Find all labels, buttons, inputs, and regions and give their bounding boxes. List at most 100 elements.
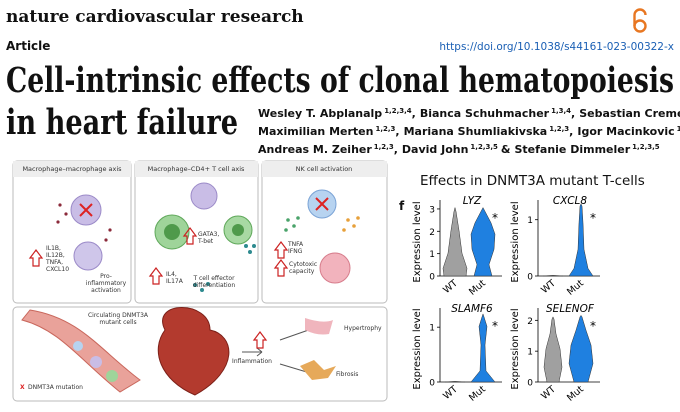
- violin: [470, 313, 496, 383]
- author-affiliation: 1,3,4: [551, 107, 571, 115]
- schematic-label: TNFA: [287, 241, 304, 248]
- violin: [442, 206, 468, 277]
- author-affiliation: 1,2,3: [549, 125, 569, 133]
- author-name: Maximilian Merten: [258, 125, 373, 138]
- author-affiliation: 1,2,3: [374, 143, 394, 151]
- significance-mark: *: [492, 319, 498, 333]
- author-separator: ,: [412, 107, 416, 120]
- panel-title: Macrophage–macrophage axis: [22, 165, 122, 173]
- author-separator: ,: [394, 143, 398, 156]
- violin: [568, 203, 594, 277]
- figure-heading: Effects in DNMT3A mutant T-cells: [420, 173, 645, 189]
- author-affiliation: 1,2,3,4: [384, 107, 412, 115]
- schematic-label: differentiation: [193, 282, 236, 289]
- schematic-label: IL12B,: [46, 252, 65, 259]
- y-axis-label: Expression level: [510, 308, 521, 389]
- schematic-label: IL1B,: [46, 245, 61, 252]
- schematic-label: mutant cells: [99, 319, 136, 326]
- schematic-label: Hypertrophy: [344, 325, 382, 332]
- y-tick-label: 1: [527, 348, 533, 358]
- schematic: [12, 160, 388, 402]
- schematic-label: activation: [91, 287, 121, 294]
- y-tick-label: 1: [429, 324, 435, 334]
- x-tick-label: Mut: [565, 384, 586, 404]
- plot-title: CXCL8: [553, 195, 588, 207]
- schematic-label: TNFA,: [45, 259, 63, 266]
- author-affiliation: 1,2,3: [375, 125, 395, 133]
- author-affiliation: 1: [677, 125, 680, 133]
- plot-title: SELENOF: [546, 303, 595, 315]
- panel-title: Macrophage–CD4+ T cell axis: [148, 165, 245, 173]
- y-tick-label: 0: [429, 379, 435, 389]
- author-separator: ,: [395, 125, 399, 138]
- author-affiliation: 1,2,3,5: [632, 143, 660, 151]
- x-tick-label: Mut: [467, 278, 488, 298]
- author-name: Wesley T. Abplanalp: [258, 107, 382, 120]
- schematic-label: IL17A: [166, 278, 184, 285]
- author-name: Stefanie Dimmeler: [514, 143, 630, 156]
- violin: [543, 316, 563, 383]
- violin: [470, 207, 496, 277]
- y-tick-label: 3: [429, 205, 435, 215]
- x-tick-label: WT: [539, 384, 558, 402]
- schematic-label: capacity: [289, 268, 315, 275]
- panel-label: f: [399, 199, 405, 213]
- cell-illustrations: [21, 182, 360, 396]
- schematic-label: Pro-: [100, 273, 112, 280]
- author-affiliation: 1,2,3,5: [470, 143, 498, 151]
- y-tick-label: 2: [429, 228, 435, 238]
- panel-title: NK cell activation: [296, 165, 353, 173]
- schematic-label: Inflammation: [232, 358, 272, 365]
- author-line: Andreas M. Zeiher 1,2,3, David John 1,2,3,5…: [258, 143, 660, 156]
- article-type: Article: [6, 39, 50, 53]
- y-tick-label: 0: [527, 273, 533, 283]
- author-name: Bianca Schuhmacher: [420, 107, 550, 120]
- x-tick-label: WT: [539, 278, 558, 296]
- plot-title: LYZ: [463, 195, 482, 207]
- author-name: Igor Macinkovic: [577, 125, 674, 138]
- schematic-label: IFNG: [288, 248, 303, 255]
- title-line: Cell-intrinsic effects of clonal hematop…: [6, 60, 674, 101]
- author-name: Mariana Shumliakivska: [404, 125, 548, 138]
- x-tick-label: WT: [441, 278, 460, 296]
- y-tick-label: 2: [527, 317, 533, 327]
- schematic-label: T cell effector: [192, 275, 235, 282]
- author-list: Wesley T. Abplanalp 1,2,3,4, Bianca Schuhm…: [258, 107, 680, 156]
- y-axis-label: Expression level: [510, 201, 521, 282]
- violin: [444, 381, 466, 383]
- author-name: Andreas M. Zeiher: [258, 143, 372, 156]
- schematic-label: DNMT3A mutation: [28, 384, 83, 391]
- author-line: Maximilian Merten 1,2,3, Mariana Shumliaki…: [258, 125, 680, 138]
- author-separator: &: [501, 143, 511, 156]
- significance-mark: *: [492, 211, 498, 225]
- author-separator: ,: [569, 125, 573, 138]
- y-axis-label: Expression level: [412, 308, 423, 389]
- y-tick-label: 0: [429, 273, 435, 283]
- schematic-label: GATA3,: [198, 231, 219, 238]
- significance-mark: *: [590, 319, 596, 333]
- significance-mark: *: [590, 211, 596, 225]
- plot-title: SLAMF6: [451, 303, 493, 315]
- violin: [568, 314, 594, 383]
- open-access-icon: [633, 8, 647, 33]
- x-tick-label: Mut: [467, 384, 488, 404]
- violin: [542, 274, 564, 277]
- author-name: Sebastian Cremer: [579, 107, 680, 120]
- journal-name: nature cardiovascular research: [6, 7, 304, 27]
- schematic-label: IL4,: [166, 271, 177, 278]
- author-line: Wesley T. Abplanalp 1,2,3,4, Bianca Schuhm…: [258, 107, 680, 120]
- y-tick-label: 1: [527, 216, 533, 226]
- y-axis-label: Expression level: [412, 201, 423, 282]
- schematic-label: X: [20, 384, 25, 391]
- schematic-label: Circulating DNMT3A: [88, 312, 149, 319]
- schematic-label: Cytotoxic: [289, 261, 317, 268]
- schematic-label: CXCL10: [46, 266, 69, 273]
- schematic-label: inflammatory: [86, 280, 127, 287]
- y-tick-label: 0: [527, 379, 533, 389]
- y-tick-label: 1: [429, 250, 435, 260]
- doi-link[interactable]: https://doi.org/10.1038/s44161-023-00322…: [439, 41, 674, 53]
- author-name: David John: [402, 143, 469, 156]
- title-line: in heart failure: [6, 102, 238, 143]
